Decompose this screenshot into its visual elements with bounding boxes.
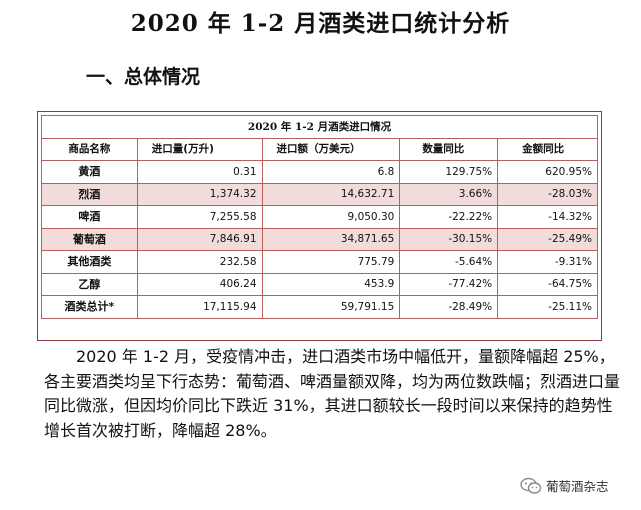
header-quantity-yoy: 数量同比: [399, 137, 499, 161]
table-row: 葡萄酒 7,846.91 34,871.65 -30.15% -25.49%: [41, 227, 598, 251]
import-volume-cell: 1,374.32: [136, 182, 263, 206]
table-header-row: 商品名称 进口量(万升) 进口额（万美元） 数量同比 金额同比: [41, 137, 598, 161]
import-value-cell: 453.9: [261, 272, 401, 296]
import-volume-cell: 7,846.91: [136, 227, 263, 251]
paragraph-text: 2020 年 1-2 月，受疫情冲击，进口酒类市场中幅低开，量额降幅超 25%，…: [44, 347, 621, 440]
import-volume-cell: 406.24: [136, 272, 263, 296]
amount-yoy-cell: -25.49%: [497, 227, 598, 251]
header-product-name: 商品名称: [41, 137, 138, 161]
product-name-cell: 葡萄酒: [41, 227, 138, 251]
import-value-cell: 6.8: [261, 160, 401, 184]
amount-yoy-cell: -28.03%: [497, 182, 598, 206]
amount-yoy-cell: -14.32%: [497, 205, 598, 229]
product-name-cell: 啤酒: [41, 205, 138, 229]
table-row: 其他酒类 232.58 775.79 -5.64% -9.31%: [41, 250, 598, 274]
analysis-paragraph: 2020 年 1-2 月，受疫情冲击，进口酒类市场中幅低开，量额降幅超 25%，…: [44, 345, 624, 443]
table-row: 烈酒 1,374.32 14,632.71 3.66% -28.03%: [41, 182, 598, 206]
product-name-cell: 烈酒: [41, 182, 138, 206]
quantity-yoy-cell: -30.15%: [399, 227, 499, 251]
quantity-yoy-cell: -22.22%: [399, 205, 499, 229]
quantity-yoy-cell: -77.42%: [399, 272, 499, 296]
amount-yoy-cell: 620.95%: [497, 160, 598, 184]
product-name-cell: 黄酒: [41, 160, 138, 184]
quantity-yoy-cell: 129.75%: [399, 160, 499, 184]
wechat-watermark: 葡萄酒杂志: [520, 476, 609, 495]
import-value-cell: 59,791.15: [261, 295, 401, 319]
quantity-yoy-cell: -28.49%: [399, 295, 499, 319]
table-caption: 2020 年 1-2 月酒类进口情况: [41, 115, 598, 139]
import-value-cell: 14,632.71: [261, 182, 401, 206]
wechat-icon: [520, 477, 542, 495]
amount-yoy-cell: -64.75%: [497, 272, 598, 296]
watermark-text: 葡萄酒杂志: [546, 479, 609, 494]
quantity-yoy-cell: 3.66%: [399, 182, 499, 206]
section-heading: 一、总体情况: [86, 66, 201, 88]
product-name-cell: 乙醇: [41, 272, 138, 296]
table-row: 酒类总计* 17,115.94 59,791.15 -28.49% -25.11%: [41, 295, 598, 319]
table-frame: [37, 111, 602, 341]
table-row: 乙醇 406.24 453.9 -77.42% -64.75%: [41, 272, 598, 296]
import-value-cell: 9,050.30: [261, 205, 401, 229]
table-row: 黄酒 0.31 6.8 129.75% 620.95%: [41, 160, 598, 184]
import-stats-table: 2020 年 1-2 月酒类进口情况 商品名称 进口量(万升) 进口额（万美元）…: [41, 115, 598, 319]
table-caption-row: 2020 年 1-2 月酒类进口情况: [41, 115, 598, 139]
header-import-volume: 进口量(万升): [136, 137, 263, 161]
import-volume-cell: 7,255.58: [136, 205, 263, 229]
document-title: 2020 年 1-2 月酒类进口统计分析: [130, 10, 511, 37]
quantity-yoy-cell: -5.64%: [399, 250, 499, 274]
table-row: 啤酒 7,255.58 9,050.30 -22.22% -14.32%: [41, 205, 598, 229]
amount-yoy-cell: -9.31%: [497, 250, 598, 274]
import-value-cell: 775.79: [261, 250, 401, 274]
header-amount-yoy: 金额同比: [497, 137, 598, 161]
import-volume-cell: 17,115.94: [136, 295, 263, 319]
import-volume-cell: 0.31: [136, 160, 263, 184]
amount-yoy-cell: -25.11%: [497, 295, 598, 319]
header-import-value: 进口额（万美元）: [261, 137, 401, 161]
product-name-cell: 其他酒类: [41, 250, 138, 274]
import-volume-cell: 232.58: [136, 250, 263, 274]
product-name-cell: 酒类总计*: [41, 295, 138, 319]
import-value-cell: 34,871.65: [261, 227, 401, 251]
